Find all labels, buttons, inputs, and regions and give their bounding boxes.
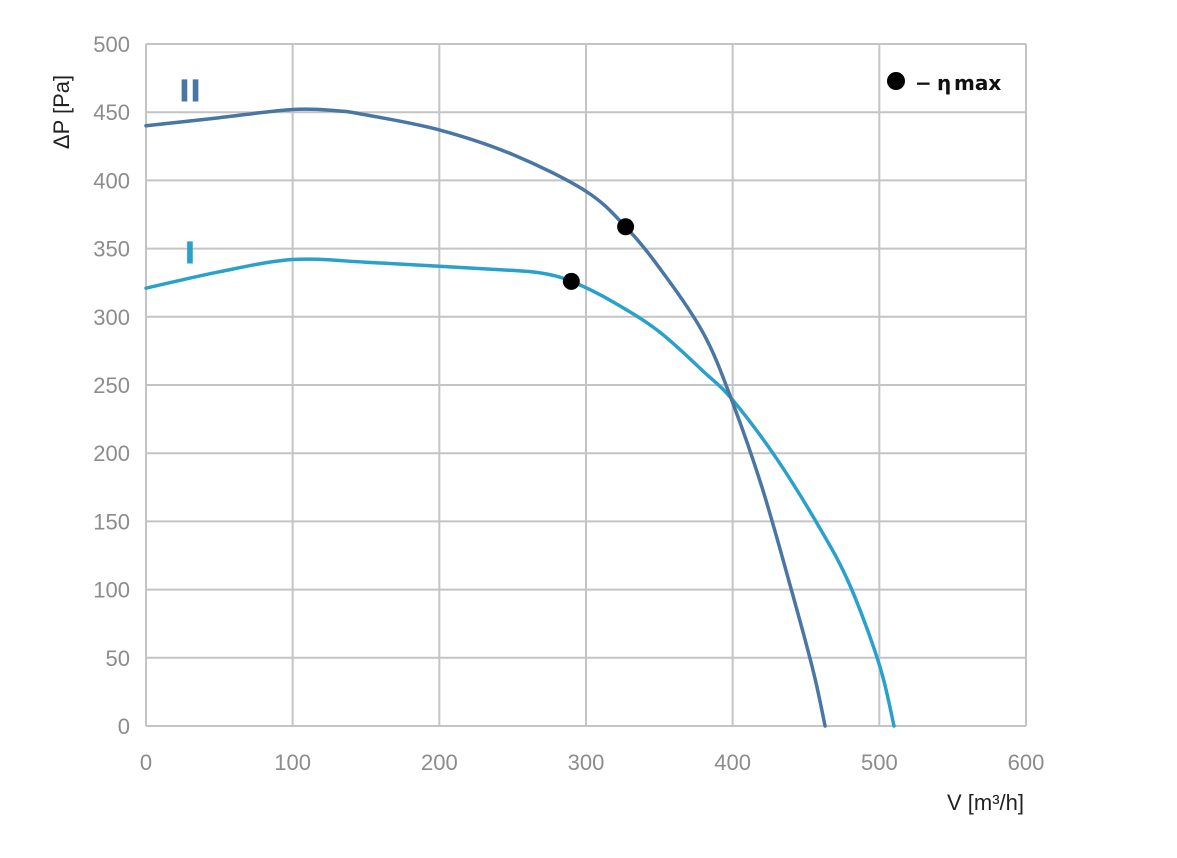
legend: − η max [887,71,1001,95]
series-labels: III [179,74,201,271]
series-line-II [144,107,827,728]
y-tick-label-100: 100 [93,578,130,603]
series-group [144,107,896,728]
y-tick-label-350: 350 [93,237,130,262]
grid [145,43,1027,727]
legend-subscript: max [954,71,1001,95]
x-tick-label-600: 600 [1008,750,1045,775]
x-tick-label-400: 400 [714,750,751,775]
x-tick-label-300: 300 [568,750,605,775]
y-tick-label-450: 450 [93,100,130,125]
legend-marker [887,72,905,90]
y-axis-label: ΔP [Pa] [49,75,74,149]
eta-max-point-II [617,218,635,236]
x-tick-label-100: 100 [274,750,311,775]
x-tick-label-0: 0 [140,750,152,775]
x-tick-label-200: 200 [421,750,458,775]
series-label-II: II [179,74,201,109]
x-tick-labels: 0 100 200 300 400 500 600 [140,750,1044,775]
eta-max-point-I [562,272,580,290]
y-tick-label-500: 500 [93,32,130,57]
series-line-I [144,257,896,728]
y-tick-label-200: 200 [93,441,130,466]
series-label-I: I [184,237,195,272]
legend-dash: − [915,71,932,95]
y-tick-label-0: 0 [118,714,130,739]
x-tick-label-500: 500 [861,750,898,775]
y-tick-label-300: 300 [93,305,130,330]
y-tick-label-150: 150 [93,509,130,534]
legend-symbol: η [937,71,951,95]
y-tick-label-50: 50 [106,646,130,671]
y-tick-label-250: 250 [93,373,130,398]
x-axis-label: V [m³/h] [947,790,1024,815]
y-tick-label-400: 400 [93,168,130,193]
y-tick-labels: 0 50 100 150 200 250 300 350 400 450 500 [93,32,130,739]
eta-max-points [562,218,635,290]
